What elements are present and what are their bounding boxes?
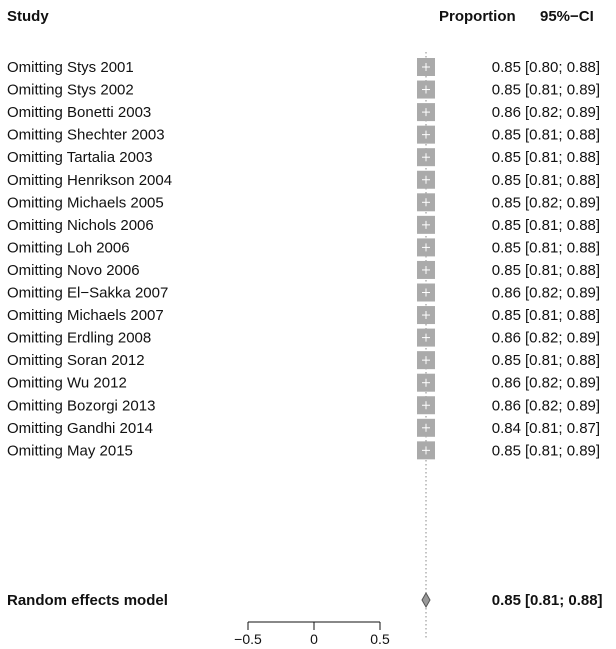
study-proportion: 0.85 (492, 217, 521, 234)
study-proportion: 0.85 (492, 262, 521, 279)
study-ci: [0.82; 0.89] (525, 375, 600, 392)
study-proportion: 0.85 (492, 194, 521, 211)
study-ci: [0.81; 0.88] (525, 149, 600, 166)
study-ci: [0.81; 0.88] (525, 307, 600, 324)
header-proportion: Proportion (439, 8, 516, 25)
study-proportion: 0.85 (492, 82, 521, 99)
study-ci: [0.81; 0.88] (525, 217, 600, 234)
summary-diamond (421, 591, 431, 609)
study-label: Omitting Shechter 2003 (7, 127, 165, 144)
study-row: Omitting Henrikson 2004 0.85 [0.81; 0.88] (7, 170, 600, 189)
study-proportion: 0.85 (492, 59, 521, 76)
study-ci: [0.81; 0.87] (525, 420, 600, 437)
study-row: Omitting Nichols 2006 0.85 [0.81; 0.88] (7, 215, 600, 234)
study-proportion: 0.86 (492, 104, 521, 121)
study-ci: [0.82; 0.89] (525, 397, 600, 414)
x-tick-label: −0.5 (234, 631, 262, 647)
study-row: Omitting Michaels 2005 0.85 [0.82; 0.89] (7, 193, 600, 212)
study-proportion: 0.85 (492, 149, 521, 166)
study-label: Omitting Bonetti 2003 (7, 104, 151, 121)
study-row: Omitting Shechter 2003 0.85 [0.81; 0.88] (7, 125, 600, 144)
study-row: Omitting Michaels 2007 0.85 [0.81; 0.88] (7, 306, 600, 325)
study-row: Omitting Erdling 2008 0.86 [0.82; 0.89] (7, 328, 600, 347)
study-label: Omitting Bozorgi 2013 (7, 397, 155, 414)
study-proportion: 0.85 (492, 239, 521, 256)
study-ci: [0.82; 0.89] (525, 285, 600, 302)
study-proportion: 0.85 (492, 442, 521, 459)
study-row: Omitting Soran 2012 0.85 [0.81; 0.88] (7, 351, 600, 370)
study-proportion: 0.84 (492, 420, 521, 437)
x-tick-label: 0.5 (370, 631, 390, 647)
study-label: Omitting Erdling 2008 (7, 330, 151, 347)
study-row: Omitting Bozorgi 2013 0.86 [0.82; 0.89] (7, 396, 600, 415)
study-ci: [0.82; 0.89] (525, 104, 600, 121)
study-label: Omitting Novo 2006 (7, 262, 140, 279)
study-rows: Omitting Stys 2001 0.85 [0.80; 0.88]Omitti… (7, 58, 600, 460)
summary-proportion: 0.85 (492, 592, 521, 609)
study-proportion: 0.85 (492, 352, 521, 369)
study-proportion: 0.86 (492, 375, 521, 392)
study-proportion: 0.85 (492, 307, 521, 324)
study-row: Omitting Loh 2006 0.85 [0.81; 0.88] (7, 238, 600, 257)
study-proportion: 0.85 (492, 172, 521, 189)
study-ci: [0.82; 0.89] (525, 330, 600, 347)
study-ci: [0.80; 0.88] (525, 59, 600, 76)
header-ci: 95%−CI (540, 8, 594, 25)
study-ci: [0.81; 0.88] (525, 239, 600, 256)
x-tick-label: 0 (310, 631, 318, 647)
study-label: Omitting Michaels 2005 (7, 194, 164, 211)
study-ci: [0.81; 0.88] (525, 352, 600, 369)
study-label: Omitting El−Sakka 2007 (7, 285, 168, 302)
study-row: Omitting Stys 2002 0.85 [0.81; 0.89] (7, 80, 600, 99)
study-label: Omitting May 2015 (7, 442, 133, 459)
study-label: Omitting Michaels 2007 (7, 307, 164, 324)
study-proportion: 0.86 (492, 285, 521, 302)
study-label: Omitting Soran 2012 (7, 352, 145, 369)
summary-ci: [0.81; 0.88] (525, 592, 603, 609)
study-label: Omitting Wu 2012 (7, 375, 127, 392)
study-proportion: 0.86 (492, 397, 521, 414)
study-ci: [0.81; 0.89] (525, 442, 600, 459)
study-row: Omitting Stys 2001 0.85 [0.80; 0.88] (7, 58, 600, 76)
study-row: Omitting May 2015 0.85 [0.81; 0.89] (7, 441, 600, 460)
header-study: Study (7, 8, 49, 25)
study-label: Omitting Tartalia 2003 (7, 149, 153, 166)
study-proportion: 0.85 (492, 127, 521, 144)
study-ci: [0.81; 0.89] (525, 82, 600, 99)
study-label: Omitting Stys 2002 (7, 82, 134, 99)
study-row: Omitting Novo 2006 0.85 [0.81; 0.88] (7, 260, 600, 279)
study-row: Omitting El−Sakka 2007 0.86 [0.82; 0.89] (7, 283, 600, 302)
study-ci: [0.81; 0.88] (525, 172, 600, 189)
study-ci: [0.81; 0.88] (525, 262, 600, 279)
study-label: Omitting Henrikson 2004 (7, 172, 172, 189)
study-row: Omitting Tartalia 2003 0.85 [0.81; 0.88] (7, 148, 600, 167)
summary-row: Random effects model 0.85 [0.81; 0.88] (7, 591, 603, 609)
summary-label: Random effects model (7, 592, 168, 609)
study-label: Omitting Loh 2006 (7, 239, 130, 256)
study-label: Omitting Gandhi 2014 (7, 420, 153, 437)
study-proportion: 0.86 (492, 330, 521, 347)
study-label: Omitting Nichols 2006 (7, 217, 154, 234)
study-row: Omitting Wu 2012 0.86 [0.82; 0.89] (7, 373, 600, 392)
x-axis: −0.5 0 0.5 (234, 621, 390, 647)
study-row: Omitting Gandhi 2014 0.84 [0.81; 0.87] (7, 418, 600, 437)
study-label: Omitting Stys 2001 (7, 59, 134, 76)
study-row: Omitting Bonetti 2003 0.86 [0.82; 0.89] (7, 103, 600, 122)
study-ci: [0.81; 0.88] (525, 127, 600, 144)
study-ci: [0.82; 0.89] (525, 194, 600, 211)
